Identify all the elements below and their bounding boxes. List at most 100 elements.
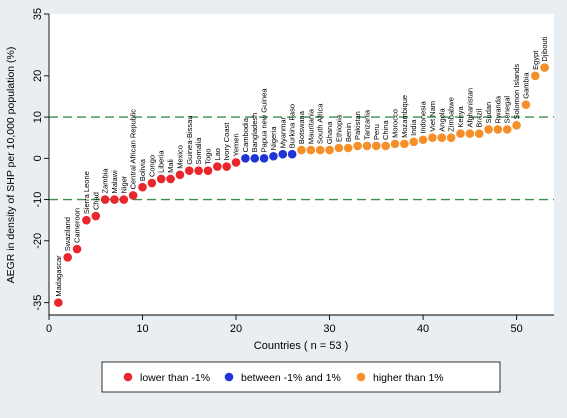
point-label: Morocco	[391, 109, 400, 138]
legend-marker-between	[224, 372, 234, 382]
point-label: Mauritania	[306, 108, 315, 144]
data-point	[297, 145, 306, 155]
point-label: Niger	[119, 175, 128, 193]
data-point	[213, 162, 222, 171]
point-label: Sierra Leone	[82, 171, 91, 214]
y-tick-label: 35	[32, 8, 44, 20]
data-point	[54, 298, 63, 307]
point-label: Ivory Coast	[222, 122, 231, 161]
data-point	[418, 135, 428, 145]
point-label: China	[381, 120, 390, 140]
data-point	[147, 178, 157, 188]
y-tick-label: 0	[32, 155, 44, 161]
data-point	[465, 129, 475, 138]
point-label: Swaziland	[63, 217, 72, 251]
data-point	[381, 141, 390, 151]
point-label: Brazil	[475, 108, 484, 127]
point-label: Mozambique	[400, 95, 409, 138]
point-label: Cambodia	[241, 117, 250, 152]
data-point	[184, 166, 194, 175]
data-point	[437, 133, 447, 142]
data-point	[175, 170, 185, 180]
legend-label-between: between -1% and 1%	[241, 372, 341, 384]
point-label: Sudan	[484, 102, 493, 124]
point-label: Egypt	[531, 50, 540, 70]
data-point	[502, 125, 512, 134]
x-tick-label: 10	[136, 323, 148, 335]
data-point	[474, 129, 484, 138]
data-point	[521, 100, 531, 110]
point-label: Mexico	[175, 145, 184, 169]
data-point	[512, 121, 521, 130]
point-label: Mali	[166, 159, 175, 173]
point-label: Cameroon	[73, 208, 82, 243]
point-label: Peru	[372, 124, 381, 140]
x-tick-label: 50	[510, 323, 522, 335]
data-point	[493, 125, 503, 134]
point-label: South Africa	[316, 103, 325, 144]
point-label: Yemen	[232, 133, 241, 156]
data-point	[241, 154, 250, 163]
legend-box	[101, 361, 501, 393]
data-point	[428, 133, 437, 142]
data-point	[484, 125, 493, 134]
legend: lower than -1% between -1% and 1% higher t…	[101, 361, 501, 393]
point-label: Nigeria	[269, 126, 278, 151]
point-label: Senegal	[503, 96, 512, 124]
point-label: Ethiopia	[334, 114, 343, 142]
point-label: Ghana	[325, 121, 334, 144]
point-label: India	[409, 119, 418, 136]
point-label: Bangladesh	[250, 113, 259, 153]
point-label: Malawi	[110, 170, 119, 194]
points-layer	[54, 63, 549, 307]
point-label: Botswana	[297, 110, 306, 144]
data-point	[306, 145, 316, 155]
data-point	[119, 195, 129, 204]
data-point	[315, 145, 325, 155]
point-label: Togo	[203, 148, 212, 164]
data-point	[540, 63, 549, 72]
data-point	[287, 149, 297, 159]
x-tick-label: 20	[230, 323, 242, 335]
data-point	[334, 143, 344, 153]
point-label: Bolivia	[138, 158, 147, 181]
point-label: Lao	[213, 148, 222, 161]
data-point	[222, 162, 231, 171]
data-point	[156, 174, 166, 184]
plot-area	[49, 14, 554, 315]
x-tick-label: 40	[417, 323, 429, 335]
point-label: Solomon Islands	[512, 64, 521, 120]
point-label: Tanzania	[362, 109, 371, 140]
point-label: Zimbabwe	[447, 97, 456, 132]
point-label: Zambia	[101, 168, 110, 194]
axes: 0 10 20 30 40 50 35 20 10 0 -10 -20 -35	[32, 8, 554, 335]
point-label: Congo	[147, 155, 156, 177]
data-point	[63, 252, 73, 262]
data-point	[400, 139, 409, 149]
data-point	[530, 71, 540, 81]
data-point	[100, 195, 110, 204]
data-point	[446, 133, 456, 142]
point-label: Guinea-Bissau	[185, 115, 194, 164]
data-point	[259, 154, 269, 163]
data-point	[91, 211, 101, 221]
point-label: Gambia	[521, 72, 530, 99]
point-label: Kenya	[456, 105, 465, 127]
point-label: Pakistan	[353, 111, 362, 140]
point-label: Chad	[91, 192, 100, 210]
data-point	[138, 182, 147, 192]
point-label: Angola	[437, 108, 446, 132]
data-point	[409, 137, 419, 147]
point-label: Indonesia	[419, 100, 428, 133]
x-tick-label: 30	[323, 323, 335, 335]
data-point	[343, 143, 353, 153]
data-point	[269, 151, 278, 161]
data-point	[250, 154, 260, 163]
data-point	[362, 141, 372, 151]
point-label: Rwanda	[493, 95, 502, 123]
y-tick-label: 20	[32, 70, 44, 82]
data-point	[166, 174, 175, 184]
data-point	[82, 215, 91, 225]
